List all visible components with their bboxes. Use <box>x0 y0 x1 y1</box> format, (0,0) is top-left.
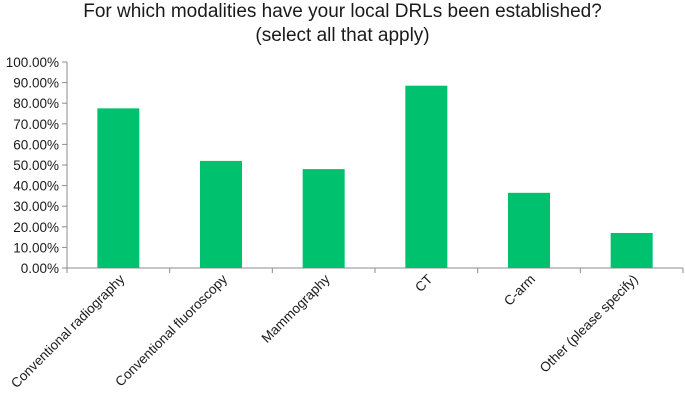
chart-title: For which modalities have your local DRL… <box>0 0 685 48</box>
x-category-label: C-arm <box>501 272 538 309</box>
x-category-label: Conventional fluoroscopy <box>112 271 230 389</box>
x-axis <box>66 267 684 273</box>
bar <box>405 85 448 268</box>
bar <box>508 192 550 268</box>
y-tick-label: 10.00% <box>13 240 59 255</box>
y-tick-label: 100.00% <box>6 55 59 70</box>
y-tick-label: 0.00% <box>21 261 59 276</box>
x-category-label: Mammography <box>259 271 333 345</box>
chart-title-line-2: (select all that apply) <box>255 25 430 46</box>
y-tick-label: 40.00% <box>13 179 59 194</box>
y-tick-label: 90.00% <box>13 76 59 91</box>
y-tick-label: 80.00% <box>13 96 59 111</box>
bars <box>97 85 653 268</box>
bar <box>610 232 653 268</box>
y-tick-label: 60.00% <box>13 137 59 152</box>
y-tick-label: 50.00% <box>13 158 59 173</box>
bar <box>97 108 140 268</box>
chart-title-line-1: For which modalities have your local DRL… <box>83 1 602 22</box>
bar <box>200 160 242 268</box>
y-axis: 0.00% 10.00% 20.00% 30.00% 40.00% 50.00% 60.00… <box>6 55 68 276</box>
y-tick-label: 30.00% <box>13 199 59 214</box>
x-category-label: Other (please specify) <box>537 272 641 376</box>
x-category-label: CT <box>412 272 435 295</box>
x-category-label: Conventional radiography <box>8 271 128 391</box>
y-tick-label: 70.00% <box>13 117 59 132</box>
y-tick-label: 20.00% <box>13 220 59 235</box>
bar <box>302 169 345 268</box>
